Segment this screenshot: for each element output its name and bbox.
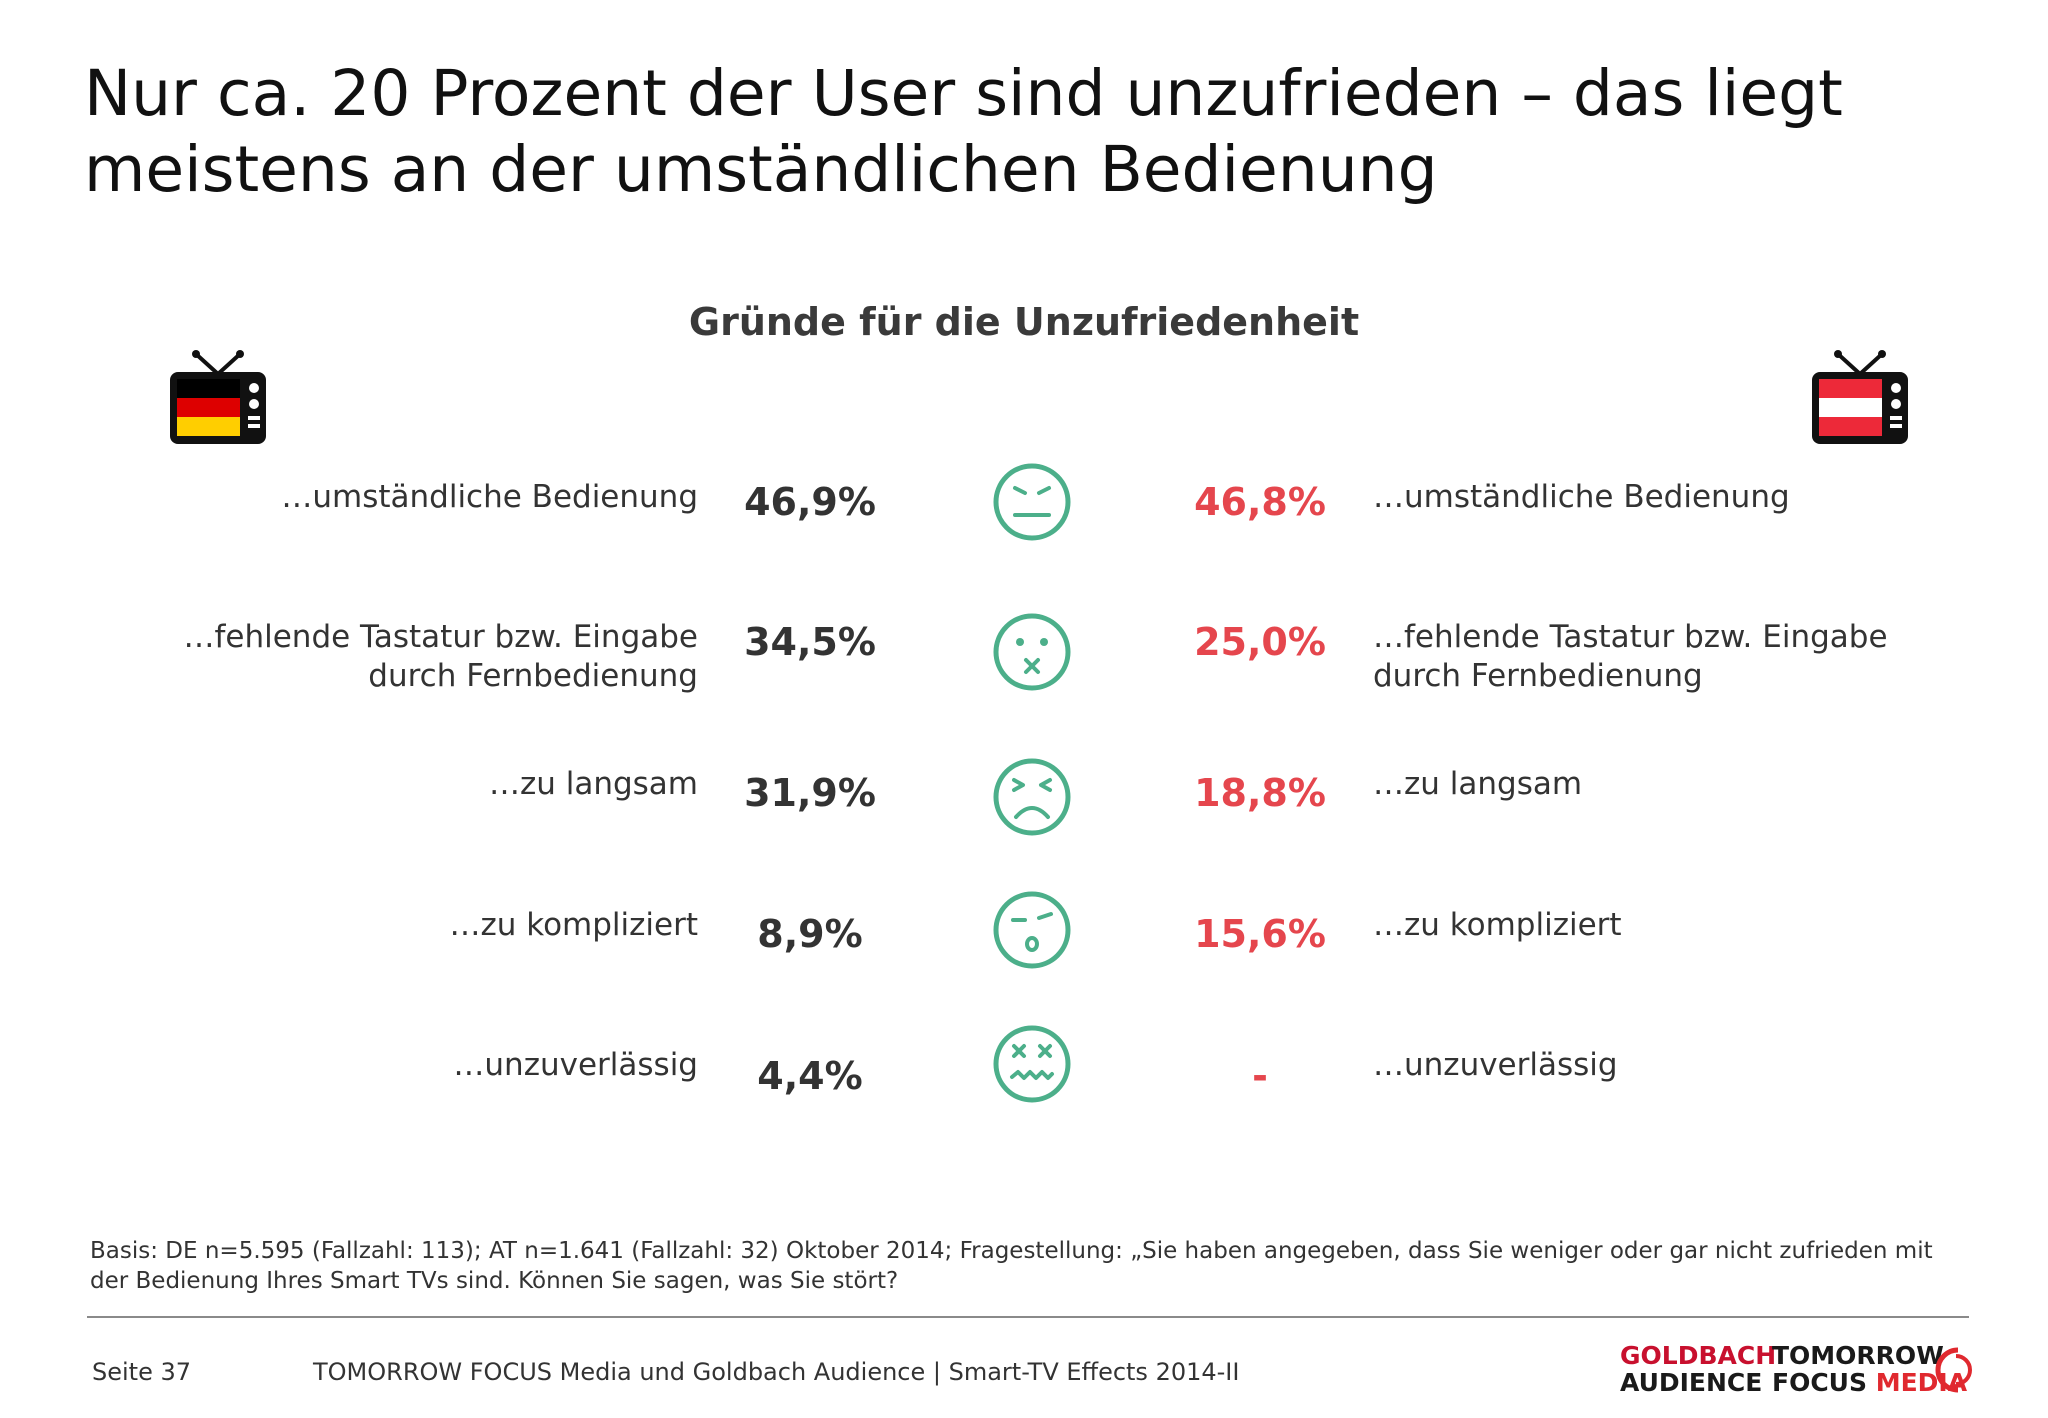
tfm-logo-line1: TOMORROW (1772, 1341, 1944, 1370)
value-de: 46,9% (744, 480, 876, 524)
tv-germany-flag-icon (170, 350, 266, 444)
value-de: 8,9% (757, 912, 863, 956)
table-row: …unzuverlässig 4,4% - …unzuverlässig (0, 1025, 2048, 1166)
row-label-de: …umständliche Bedienung (281, 479, 698, 515)
confused-face-icon (993, 891, 1071, 969)
basis-note: Basis: DE n=5.595 (Fallzahl: 113); AT n=… (90, 1238, 1933, 1294)
slide-title: Nur ca. 20 Prozent der User sind unzufri… (84, 57, 1843, 206)
dizzy-face-icon (993, 1025, 1071, 1103)
goldbach-audience-logo: GOLDBACH AUDIENCE (1620, 1342, 1776, 1396)
value-de: 31,9% (744, 771, 876, 815)
tv-austria-flag-icon (1812, 350, 1908, 444)
chart-title: Gründe für die Unzufriedenheit (688, 300, 1360, 344)
value-at: 15,6% (1194, 912, 1326, 956)
row-label-at: …umständliche Bedienung (1373, 479, 1790, 515)
frustrated-face-icon (993, 758, 1071, 836)
tfm-ring-logo-icon (1935, 1347, 1972, 1393)
table-row: …fehlende Tastatur bzw. Eingabe durch Fe… (0, 613, 2048, 738)
row-label-de: …fehlende Tastatur bzw. Eingabe durch Fe… (183, 619, 698, 694)
value-at: 18,8% (1194, 771, 1326, 815)
value-de: 4,4% (757, 1054, 863, 1098)
page-number: Seite 37 (92, 1358, 192, 1386)
row-label-at: …zu kompliziert (1373, 907, 1622, 943)
value-at: 25,0% (1194, 620, 1326, 664)
row-label-at: …zu langsam (1373, 766, 1583, 802)
row-label-de: …unzuverlässig (453, 1047, 698, 1083)
value-at: - (1252, 1054, 1268, 1098)
goldbach-logo-line2: AUDIENCE (1620, 1368, 1763, 1397)
row-label-at: …unzuverlässig (1373, 1047, 1618, 1083)
table-row: …umständliche Bedienung 46,9% 46,8% …ums… (0, 463, 2048, 598)
value-at: 46,8% (1194, 480, 1326, 524)
muted-face-icon (993, 613, 1071, 691)
row-label-de: …zu kompliziert (449, 907, 698, 943)
footer-divider (87, 1316, 1969, 1318)
footer-source: TOMORROW FOCUS Media und Goldbach Audien… (313, 1358, 1240, 1386)
tfm-logo-focus: FOCUS (1772, 1368, 1867, 1397)
goldbach-logo-line1: GOLDBACH (1620, 1341, 1777, 1370)
table-row: …zu kompliziert 8,9% 15,6% …zu komplizie… (0, 891, 2048, 1026)
grimace-face-icon (993, 463, 1071, 541)
table-row: …zu langsam 31,9% 18,8% …zu langsam (0, 758, 2048, 885)
row-label-at: …fehlende Tastatur bzw. Eingabe durch Fe… (1373, 619, 1888, 694)
row-label-de: …zu langsam (488, 766, 698, 802)
value-de: 34,5% (744, 620, 876, 664)
